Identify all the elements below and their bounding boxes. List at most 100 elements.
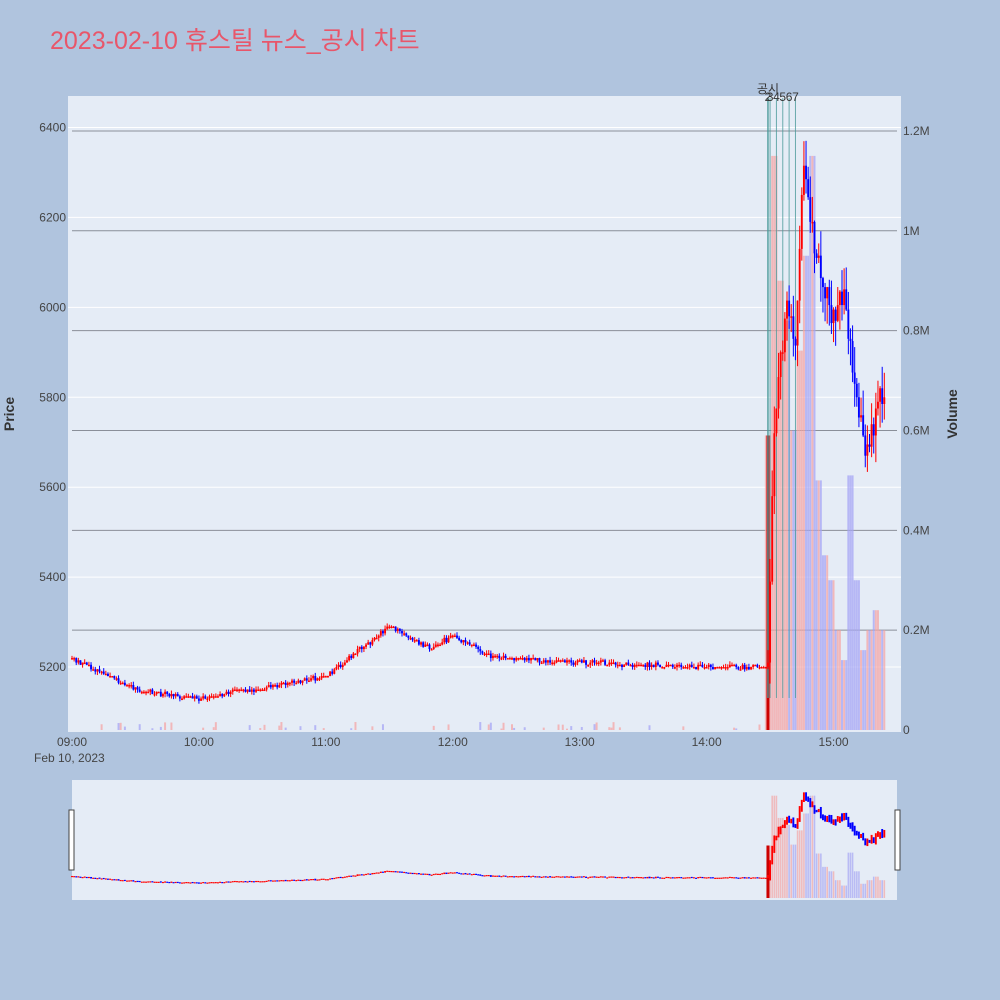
- candle-body: [153, 694, 156, 696]
- mini-candle: [853, 825, 856, 836]
- candle-body: [145, 691, 147, 694]
- candle-body: [284, 682, 287, 686]
- volume-bar: [811, 155, 814, 730]
- candle-body: [775, 408, 778, 434]
- mini-candle: [483, 875, 486, 877]
- y2-axis-title: Volume: [944, 389, 960, 439]
- candle-body: [652, 664, 655, 668]
- candle-body: [233, 689, 236, 692]
- mini-candle: [745, 877, 748, 879]
- candle-body: [358, 646, 361, 650]
- candle-body: [877, 401, 879, 409]
- candle-body: [422, 642, 425, 647]
- mini-candle: [807, 796, 810, 802]
- mini-candle: [676, 877, 678, 879]
- mini-candle: [130, 880, 133, 882]
- volume-bar: [843, 660, 846, 730]
- candle-body: [883, 397, 886, 405]
- mini-volume-bar: [815, 853, 818, 898]
- range-slider-left-handle[interactable]: [68, 809, 75, 871]
- mini-candle: [155, 881, 158, 883]
- candle-body: [726, 667, 729, 669]
- mini-candle: [73, 876, 76, 878]
- mini-candle: [250, 880, 253, 883]
- mini-volume-bar: [805, 813, 807, 898]
- mini-candle: [104, 878, 107, 880]
- mini-candle: [384, 871, 387, 873]
- volume-bar: [117, 723, 120, 730]
- mini-candle: [597, 876, 600, 878]
- volume-tick-label: 0: [903, 723, 910, 737]
- candle-body: [71, 658, 73, 660]
- candle-body: [164, 691, 167, 695]
- candle-body: [868, 444, 871, 447]
- mini-candle: [157, 881, 160, 883]
- candle-body: [331, 671, 334, 674]
- mini-candle: [295, 880, 298, 882]
- candle-body: [650, 664, 653, 668]
- volume-bar: [800, 350, 803, 730]
- candle-body: [140, 691, 143, 694]
- candle-body: [178, 696, 181, 699]
- mini-candle: [79, 876, 82, 878]
- mini-candle: [362, 874, 365, 876]
- candle-body: [318, 678, 321, 680]
- candle-body: [616, 664, 619, 667]
- mini-candle: [145, 881, 147, 883]
- mini-candle: [684, 877, 687, 879]
- candle-body: [79, 660, 82, 665]
- candle-body: [794, 338, 797, 346]
- candle-body: [434, 644, 437, 647]
- candle-body: [703, 667, 706, 669]
- grid: [68, 126, 901, 668]
- range-slider-right-handle[interactable]: [894, 809, 901, 871]
- candle-body: [735, 664, 738, 668]
- mini-candle: [589, 876, 592, 878]
- mini-candle: [92, 877, 95, 879]
- main-plot-area: [68, 96, 901, 732]
- mini-candle: [392, 871, 395, 873]
- volume-bar: [284, 727, 287, 730]
- mini-candle: [872, 837, 875, 844]
- candle-body: [227, 691, 230, 695]
- candle-body: [109, 676, 112, 678]
- mini-candle: [102, 877, 105, 880]
- candle-body: [475, 644, 477, 647]
- candle-body: [225, 691, 228, 695]
- candle-body: [786, 300, 788, 319]
- candle-body: [553, 662, 556, 665]
- mini-candle: [692, 877, 695, 879]
- candle-body: [860, 415, 862, 418]
- candle-body: [673, 667, 676, 669]
- candle-body: [407, 635, 410, 638]
- mini-candle: [500, 876, 503, 878]
- candle-body: [561, 660, 564, 662]
- mini-volume-bar: [881, 880, 883, 898]
- volume-bar: [847, 475, 850, 730]
- candle-body: [699, 664, 702, 667]
- price-tick-label: 6400: [39, 120, 66, 134]
- candle-body: [756, 664, 759, 668]
- time-tick-label: 11:00: [311, 735, 340, 749]
- candle-body: [618, 664, 621, 667]
- mini-candle: [796, 818, 799, 829]
- volume-bar: [299, 726, 302, 730]
- mini-candle: [420, 873, 422, 875]
- candle-body: [843, 289, 846, 306]
- mini-candle: [779, 826, 782, 835]
- candle-body: [527, 658, 530, 661]
- mini-candle: [585, 876, 587, 878]
- mini-candle: [680, 877, 683, 879]
- mini-candle: [542, 876, 545, 878]
- mini-candle: [496, 875, 499, 877]
- time-tick-label: 13:00: [565, 735, 595, 749]
- candle-body: [181, 698, 183, 701]
- range-slider[interactable]: [68, 780, 901, 900]
- mini-volume-bar: [798, 830, 801, 898]
- mini-candle: [432, 873, 435, 876]
- mini-candle: [132, 880, 135, 882]
- candle-body: [747, 667, 750, 670]
- volume-bar: [511, 724, 513, 730]
- mini-candle: [868, 839, 871, 843]
- mini-candle: [767, 875, 769, 879]
